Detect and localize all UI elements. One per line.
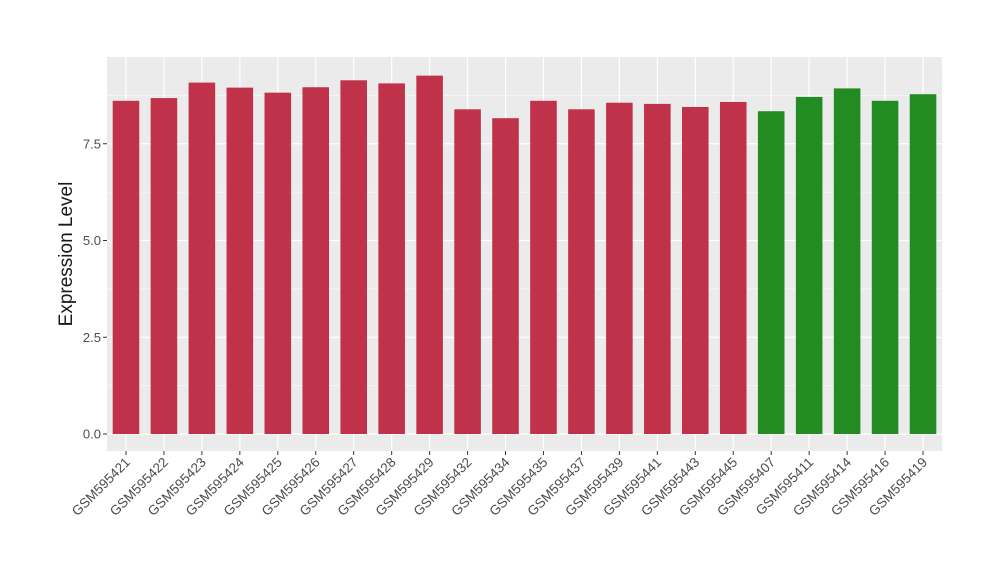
- bar-GSM595439: [606, 102, 633, 434]
- y-axis-title: Expression Level: [56, 182, 77, 327]
- x-axis-ticks: GSM595421GSM595422GSM595423GSM595424GSM5…: [69, 451, 930, 519]
- bar-GSM595434: [492, 118, 519, 434]
- bars: [112, 75, 937, 435]
- bar-GSM595425: [264, 92, 292, 434]
- bar-GSM595419: [909, 94, 937, 435]
- bar-GSM595441: [644, 103, 671, 434]
- bar-GSM595428: [378, 83, 405, 435]
- y-tick-label: 5.0: [83, 233, 101, 248]
- y-tick-label: 7.5: [83, 136, 101, 151]
- y-tick-label: 2.5: [83, 330, 101, 345]
- bar-GSM595435: [530, 100, 557, 434]
- bar-GSM595414: [833, 88, 861, 434]
- bar-GSM595424: [226, 87, 254, 434]
- bar-GSM595437: [568, 109, 595, 434]
- bar-GSM595407: [757, 111, 785, 434]
- bar-GSM595416: [871, 100, 899, 434]
- bar-GSM595427: [340, 80, 367, 435]
- bar-GSM595429: [416, 75, 443, 434]
- bar-GSM595423: [188, 82, 216, 434]
- bar-GSM595422: [150, 98, 178, 435]
- bar-GSM595432: [454, 109, 481, 434]
- bar-GSM595445: [719, 101, 747, 434]
- bar-GSM595426: [302, 87, 330, 435]
- bar-GSM595421: [112, 100, 140, 434]
- y-axis-ticks: 0.0 2.5 5.0 7.5: [83, 136, 107, 442]
- bar-GSM595411: [795, 96, 823, 434]
- bar-GSM595443: [682, 106, 709, 435]
- y-tick-label: 0.0: [83, 427, 101, 442]
